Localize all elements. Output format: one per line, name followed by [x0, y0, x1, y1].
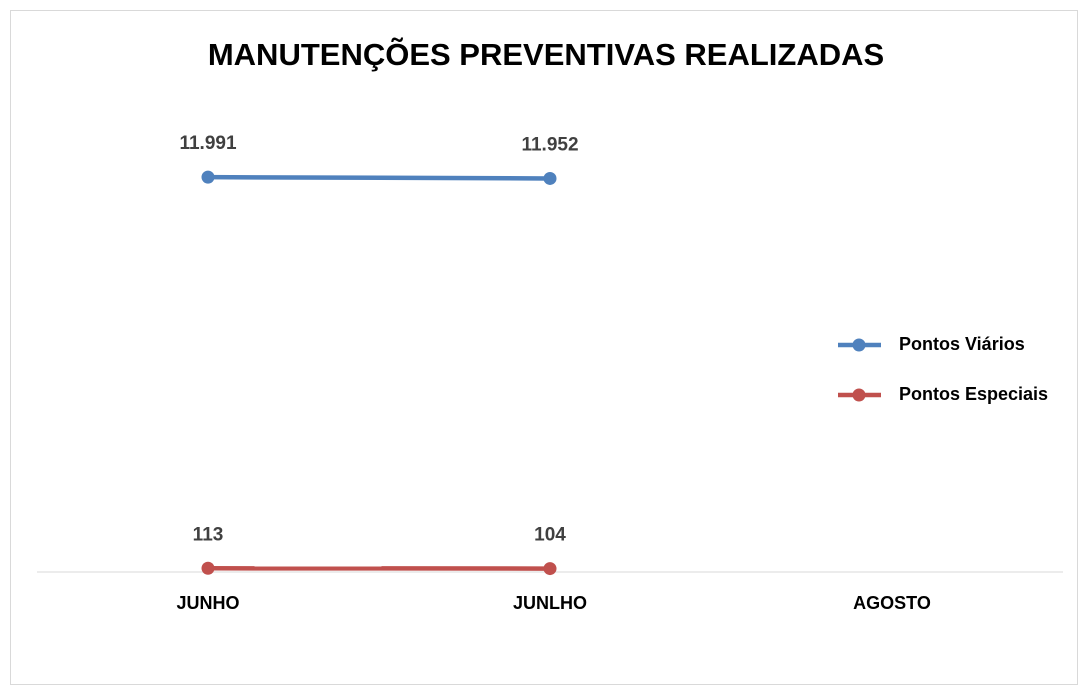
- legend-label: Pontos Especiais: [899, 384, 1048, 404]
- point: [543, 171, 557, 185]
- x-tick-label: JUNHO: [176, 593, 239, 613]
- point: [543, 562, 557, 576]
- legend-label: Pontos Viários: [899, 334, 1025, 354]
- chart-title: MANUTENÇÕES PREVENTIVAS REALIZADAS: [208, 36, 884, 72]
- x-tick-label: AGOSTO: [853, 593, 931, 613]
- point: [201, 170, 215, 184]
- series-line: [207, 174, 551, 181]
- data-label: 113: [193, 524, 224, 545]
- x-tick-label: JUNLHO: [513, 593, 587, 613]
- legend-marker: [852, 338, 866, 352]
- point: [201, 561, 215, 575]
- data-label: 11.952: [521, 134, 578, 155]
- data-label: 11.991: [179, 133, 236, 154]
- legend-marker: [852, 388, 866, 402]
- data-label: 104: [534, 525, 566, 546]
